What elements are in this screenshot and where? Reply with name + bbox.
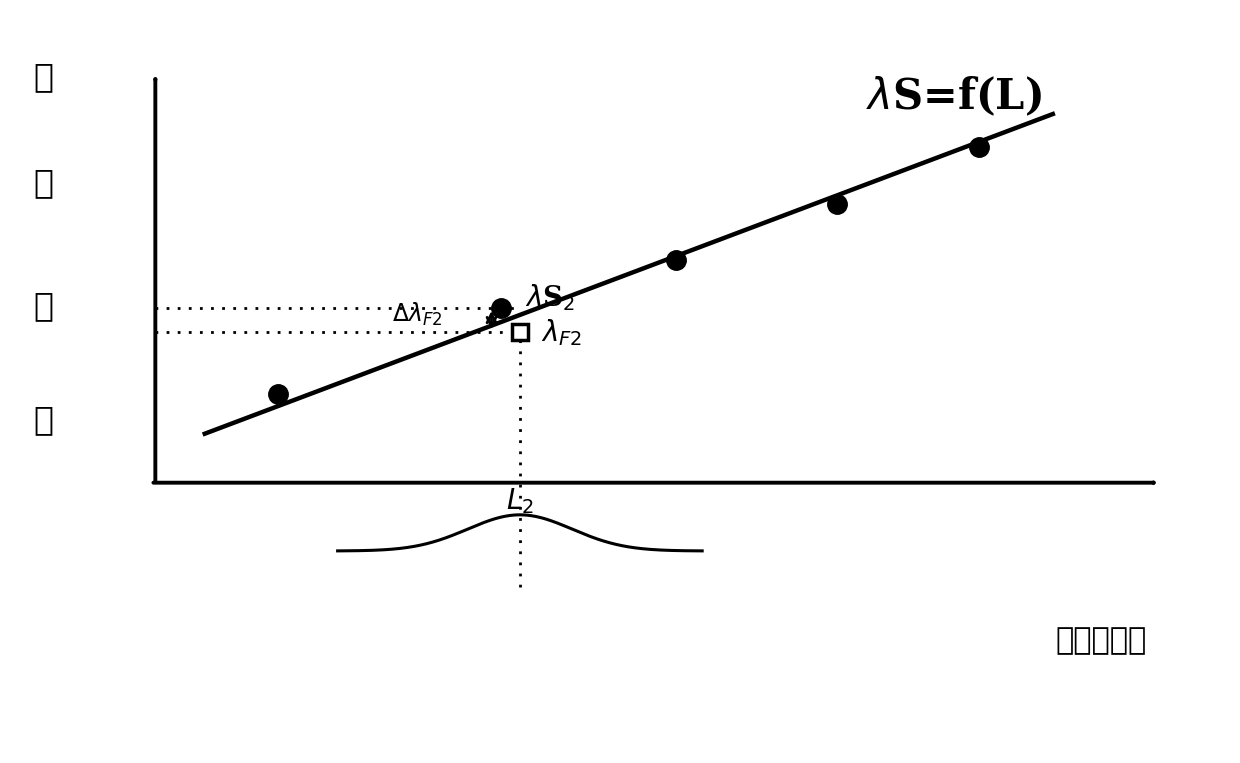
Text: $\lambda_{F2}$: $\lambda_{F2}$ bbox=[541, 317, 582, 348]
Text: 数字微镜列: 数字微镜列 bbox=[1055, 626, 1147, 655]
Text: $L_2$: $L_2$ bbox=[506, 486, 533, 516]
Text: 校: 校 bbox=[33, 60, 53, 93]
Text: $\Delta\lambda_{F2}$: $\Delta\lambda_{F2}$ bbox=[392, 301, 443, 328]
Text: $\lambda$S=f(L): $\lambda$S=f(L) bbox=[866, 75, 1042, 118]
Text: 波: 波 bbox=[33, 288, 53, 322]
Text: 长: 长 bbox=[33, 403, 53, 436]
Text: 准: 准 bbox=[33, 166, 53, 200]
Text: $\lambda$S$_2$: $\lambda$S$_2$ bbox=[525, 282, 575, 313]
